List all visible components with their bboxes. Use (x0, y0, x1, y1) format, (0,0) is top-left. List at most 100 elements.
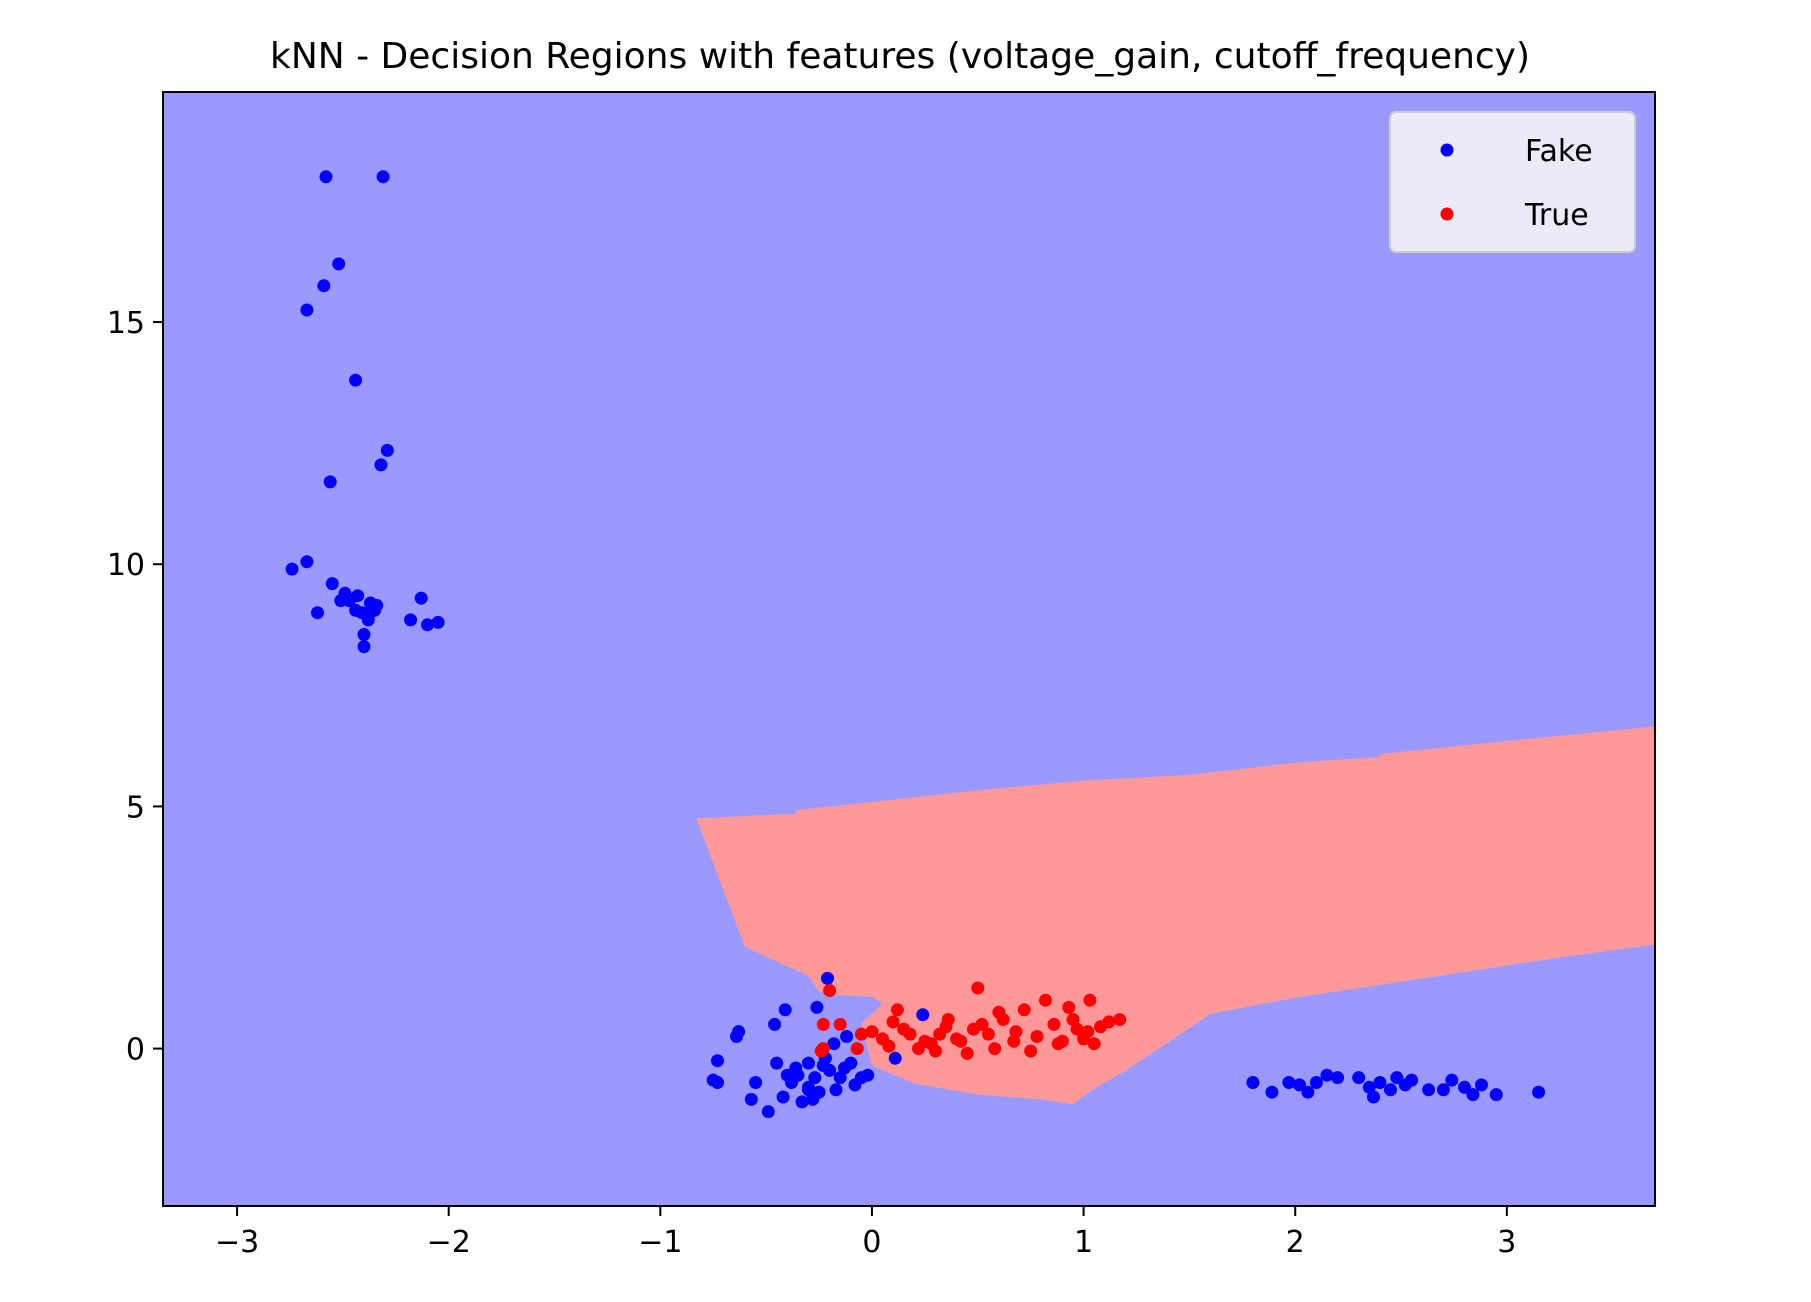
point-fake-42 (776, 1090, 790, 1104)
point-fake-69 (1246, 1076, 1260, 1089)
point-fake-72 (1293, 1078, 1306, 1092)
y-tick-label: 10 (107, 548, 145, 583)
point-fake-5 (349, 373, 363, 387)
point-true-7 (865, 1025, 879, 1039)
point-fake-64 (838, 1061, 851, 1075)
point-fake-0 (319, 170, 333, 184)
point-fake-59 (802, 1056, 815, 1070)
point-fake-17 (342, 594, 356, 608)
point-true-22 (988, 1042, 1002, 1056)
point-fake-80 (1373, 1076, 1387, 1089)
point-true-28 (1047, 1017, 1061, 1031)
point-true-42 (1051, 1037, 1065, 1051)
point-true-5 (850, 1042, 864, 1056)
point-fake-74 (1309, 1076, 1323, 1089)
point-fake-33 (810, 1000, 824, 1014)
point-fake-90 (1475, 1078, 1488, 1092)
point-fake-67 (802, 1083, 815, 1097)
point-fake-92 (1532, 1085, 1546, 1099)
point-true-40 (929, 1044, 942, 1058)
data-points (285, 170, 1546, 1119)
point-fake-24 (357, 628, 371, 641)
point-true-21 (981, 1027, 995, 1041)
legend: Fake True (1389, 111, 1636, 253)
point-fake-82 (1390, 1071, 1404, 1085)
point-fake-85 (1422, 1083, 1436, 1097)
point-true-34 (1087, 1037, 1101, 1051)
point-fake-10 (300, 555, 314, 569)
point-fake-89 (1466, 1088, 1480, 1102)
point-fake-65 (888, 1051, 902, 1065)
point-true-24 (1009, 1025, 1023, 1039)
point-fake-4 (300, 303, 314, 317)
point-fake-63 (829, 1083, 843, 1097)
point-true-39 (992, 1005, 1006, 1019)
point-fake-30 (821, 971, 834, 985)
point-true-45 (918, 1034, 932, 1048)
x-tick-label: −2 (427, 1225, 471, 1260)
point-fake-75 (1320, 1068, 1334, 1082)
legend-box (1389, 111, 1636, 253)
point-fake-26 (414, 591, 428, 605)
point-fake-43 (770, 1056, 784, 1070)
point-true-49 (939, 1020, 953, 1034)
point-true-26 (1030, 1030, 1044, 1043)
plot-frame (162, 91, 1656, 1207)
point-true-12 (903, 1027, 917, 1041)
point-fake-8 (323, 475, 337, 489)
point-true-27 (1039, 993, 1052, 1007)
point-fake-55 (827, 1037, 841, 1051)
point-true-2 (833, 1017, 847, 1031)
point-true-41 (1024, 1044, 1038, 1058)
point-fake-1 (376, 170, 390, 184)
chart-title: kNN - Decision Regions with features (vo… (270, 36, 1530, 77)
point-true-25 (1017, 1003, 1031, 1017)
point-true-36 (1102, 1015, 1116, 1029)
legend-marker-true (1440, 207, 1454, 221)
x-tick-label: 3 (1497, 1225, 1516, 1260)
point-fake-86 (1436, 1083, 1450, 1097)
point-true-43 (1081, 1025, 1095, 1039)
point-true-18 (960, 1046, 974, 1060)
point-fake-14 (311, 606, 324, 620)
x-tick-label: −3 (215, 1225, 259, 1260)
point-fake-11 (325, 577, 339, 591)
point-fake-91 (1489, 1088, 1503, 1102)
point-fake-60 (780, 1068, 794, 1082)
point-fake-31 (778, 1003, 792, 1017)
point-fake-68 (789, 1061, 803, 1075)
point-fake-61 (808, 1071, 822, 1085)
point-fake-28 (421, 618, 434, 632)
point-fake-36 (711, 1054, 724, 1068)
point-fake-35 (730, 1030, 743, 1043)
point-fake-29 (431, 615, 445, 629)
point-fake-81 (1384, 1083, 1397, 1097)
point-fake-25 (357, 640, 371, 654)
point-true-31 (1070, 1022, 1084, 1036)
point-true-9 (882, 1039, 896, 1053)
decision-regions (696, 726, 1655, 1105)
point-fake-78 (1362, 1080, 1376, 1094)
point-fake-58 (861, 1068, 875, 1082)
region-true-0 (696, 726, 1655, 1105)
x-axis: −3 −2 −1 0 1 2 3 (215, 1206, 1516, 1260)
point-fake-6 (380, 443, 394, 457)
point-true-47 (1066, 1013, 1080, 1026)
point-fake-9 (285, 562, 299, 576)
legend-label-fake: Fake (1525, 134, 1593, 169)
point-fake-3 (317, 279, 331, 293)
x-tick-label: −1 (638, 1225, 682, 1260)
point-fake-23 (361, 613, 375, 627)
legend-marker-fake (1440, 143, 1454, 157)
point-true-0 (823, 984, 837, 997)
point-true-38 (954, 1034, 968, 1048)
point-fake-57 (848, 1078, 862, 1092)
y-axis: 0 5 10 15 (107, 306, 163, 1068)
x-tick-label: 2 (1286, 1225, 1305, 1260)
point-fake-76 (1331, 1071, 1345, 1085)
point-true-37 (1113, 1013, 1127, 1026)
point-fake-88 (1458, 1080, 1471, 1094)
point-true-1 (816, 1017, 830, 1031)
y-tick-label: 0 (126, 1033, 145, 1068)
